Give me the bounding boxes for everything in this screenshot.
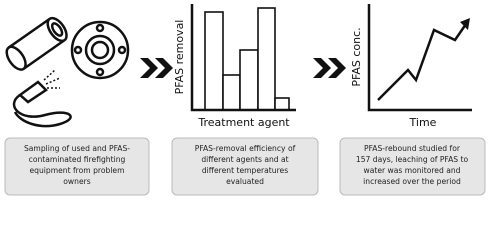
graphical-abstract: PFAS removal Treatment agent PFAS conc. … (4, 4, 486, 196)
caption-line: Sampling of used and PFAS- (24, 144, 130, 153)
caption-line: owners (63, 177, 90, 186)
equipment-icons (5, 16, 130, 128)
y-axis-label: PFAS conc. (350, 27, 363, 86)
caption-line: equipment from problem (29, 166, 124, 175)
x-axis-label: Time (409, 116, 437, 129)
caption-line: 157 days, leaching of PFAS to (356, 155, 469, 164)
line-illustration (367, 4, 472, 112)
caption-box (4, 137, 150, 196)
bar-illustration (190, 4, 296, 112)
y-axis-label: PFAS removal (173, 20, 186, 95)
arrow-chevrons (140, 58, 346, 78)
caption-line: PFAS-removal efficiency of (195, 144, 296, 153)
caption-line: water was monitored and (363, 166, 460, 175)
caption-box (339, 137, 486, 196)
x-axis-label: Treatment agent (197, 116, 290, 129)
caption-line: evaluated (226, 177, 264, 186)
caption-line: different temperatures (202, 166, 288, 175)
caption-box (171, 137, 319, 196)
caption-line: contaminated firefighting (29, 155, 126, 164)
caption-line: PFAS-rebound studied for (364, 144, 461, 153)
caption-line: different agents and at (201, 155, 288, 164)
caption-line: increased over the period (363, 177, 461, 186)
